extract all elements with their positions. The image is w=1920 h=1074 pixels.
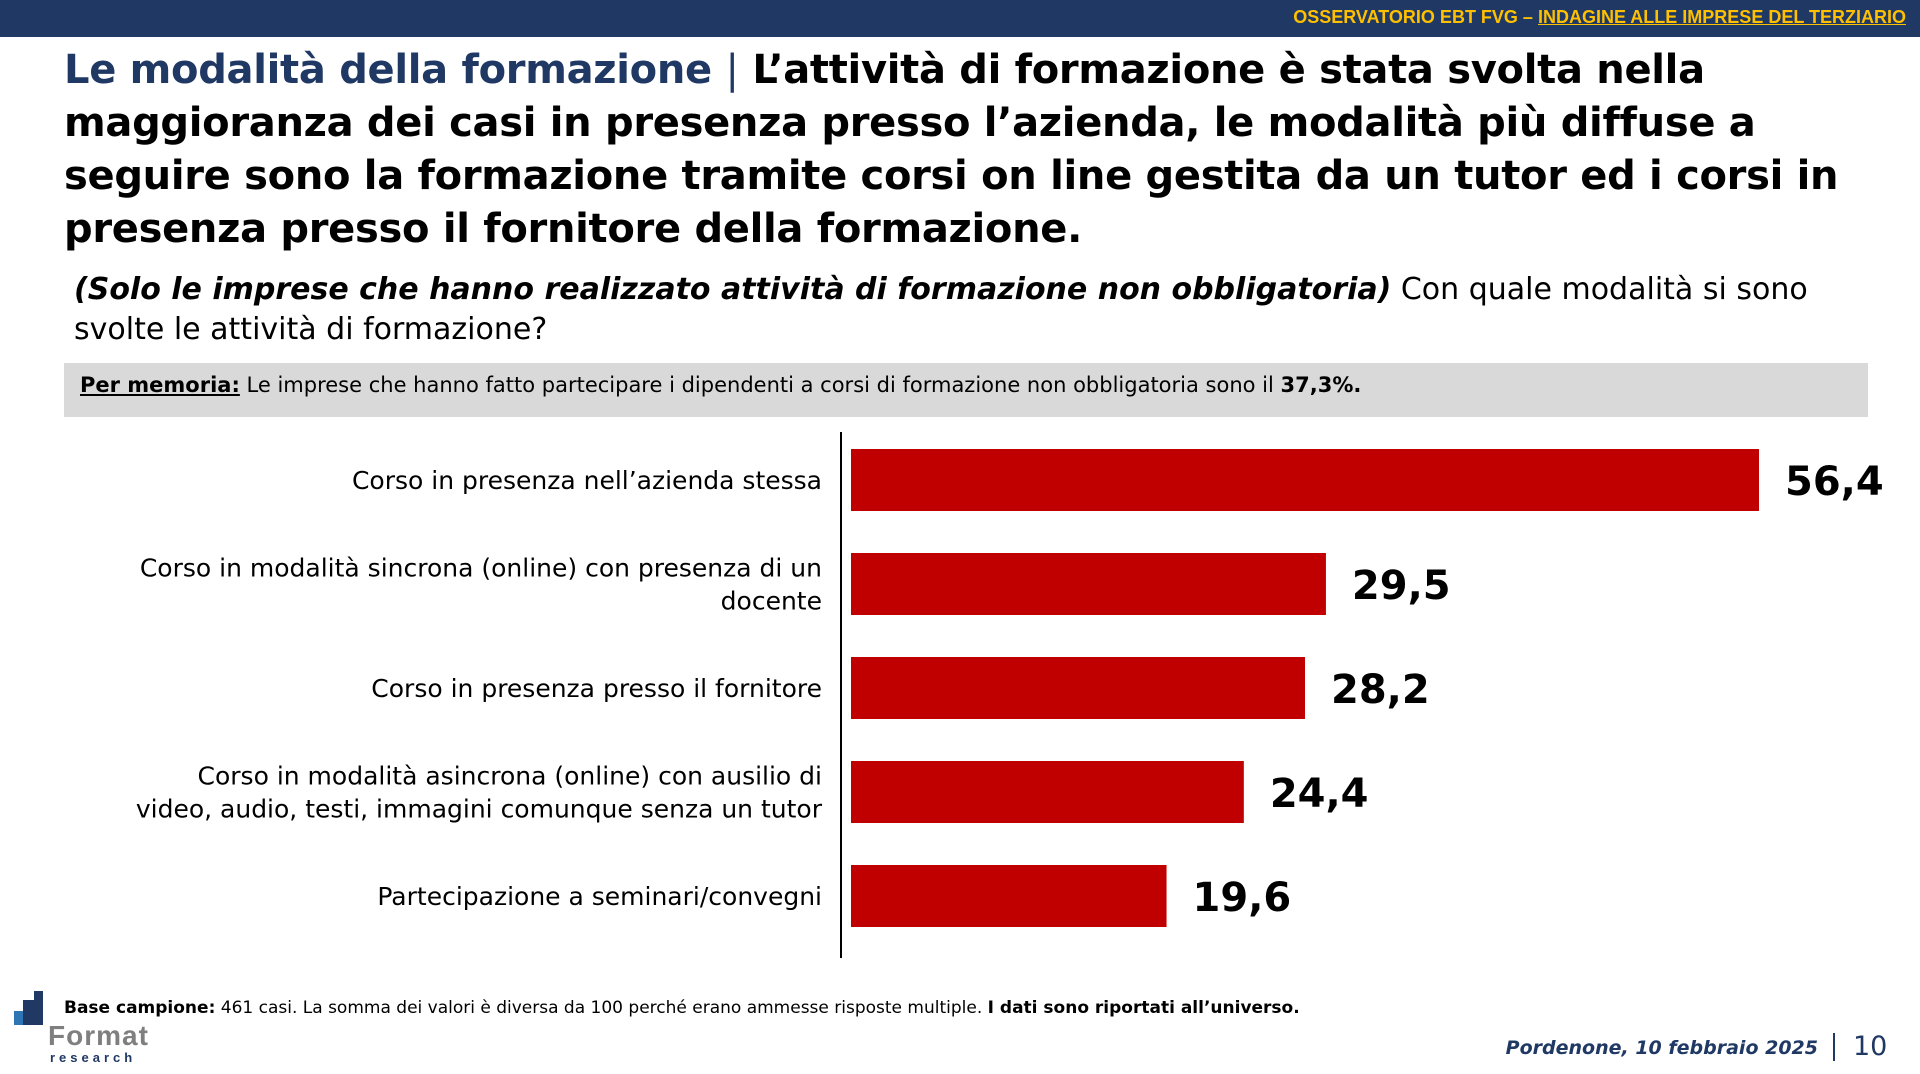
bar-value-label: 56,4 bbox=[1785, 459, 1884, 505]
header-survey: INDAGINE ALLE IMPRESE DEL TERZIARIO bbox=[1537, 7, 1906, 27]
question-text: Con quale modalità si sono svolte le att… bbox=[74, 272, 1808, 347]
memo-text: Per memoria: Le imprese che hanno fatto … bbox=[80, 373, 1361, 397]
bar-value-label: 24,4 bbox=[1270, 771, 1369, 817]
logo-subtext: research bbox=[50, 1050, 137, 1065]
bar-5 bbox=[851, 865, 1167, 927]
logo-text: Format bbox=[48, 1020, 149, 1051]
category-label: Corso in presenza presso il fornitore bbox=[371, 674, 822, 703]
header-bar: OSSERVATORIO EBT FVG – INDAGINE ALLE IMP… bbox=[0, 0, 1920, 37]
bar-value-label: 29,5 bbox=[1352, 563, 1451, 609]
logo-steps-icon bbox=[14, 991, 43, 1025]
question: (Solo le imprese che hanno realizzato at… bbox=[74, 270, 1864, 350]
footer-base-label: Base campione: bbox=[64, 998, 216, 1018]
memo-label: Per memoria: bbox=[80, 373, 240, 397]
page-number: 10 bbox=[1853, 1031, 1888, 1062]
footer-divider bbox=[1833, 1033, 1835, 1061]
title-topic: Le modalità della formazione bbox=[64, 47, 712, 93]
bar-1 bbox=[851, 449, 1759, 511]
header-observatory: OSSERVATORIO EBT FVG – bbox=[1293, 7, 1533, 27]
title-separator: | bbox=[725, 47, 739, 93]
bar-value-label: 19,6 bbox=[1193, 875, 1292, 921]
title-statement: L’attività di formazione è stata svolta … bbox=[64, 47, 1839, 252]
memo-value: 37,3%. bbox=[1280, 373, 1362, 397]
footer-date: Pordenone, 10 febbraio 2025 bbox=[1505, 1037, 1818, 1059]
question-filter: (Solo le imprese che hanno realizzato at… bbox=[74, 272, 1392, 307]
header-text: OSSERVATORIO EBT FVG – INDAGINE ALLE IMP… bbox=[1293, 7, 1906, 28]
bar-value-label: 28,2 bbox=[1331, 667, 1430, 713]
page-title: Le modalità della formazione | L’attivit… bbox=[64, 44, 1904, 256]
memo-body: Le imprese che hanno fatto partecipare i… bbox=[246, 373, 1274, 397]
category-label: Corso in presenza nell’azienda stessa bbox=[352, 466, 822, 495]
memo-box: Per memoria: Le imprese che hanno fatto … bbox=[64, 363, 1868, 417]
category-label: Partecipazione a seminari/convegni bbox=[377, 882, 822, 911]
footer-base-bold: I dati sono riportati all’universo. bbox=[987, 998, 1300, 1018]
bar-chart: 56,4 Corso in presenza nell’azienda stess… bbox=[136, 432, 1884, 958]
category-label: Corso in modalità sincrona (online) con … bbox=[140, 554, 822, 616]
footer-base-note: Base campione: 461 casi. La somma dei va… bbox=[64, 998, 1300, 1018]
bar-2 bbox=[851, 553, 1326, 615]
bar-4 bbox=[851, 761, 1244, 823]
footer-base-text: 461 casi. La somma dei valori è diversa … bbox=[220, 998, 983, 1018]
bar-3 bbox=[851, 657, 1305, 719]
category-label: Corso in modalità asincrona (online) con… bbox=[136, 762, 823, 824]
